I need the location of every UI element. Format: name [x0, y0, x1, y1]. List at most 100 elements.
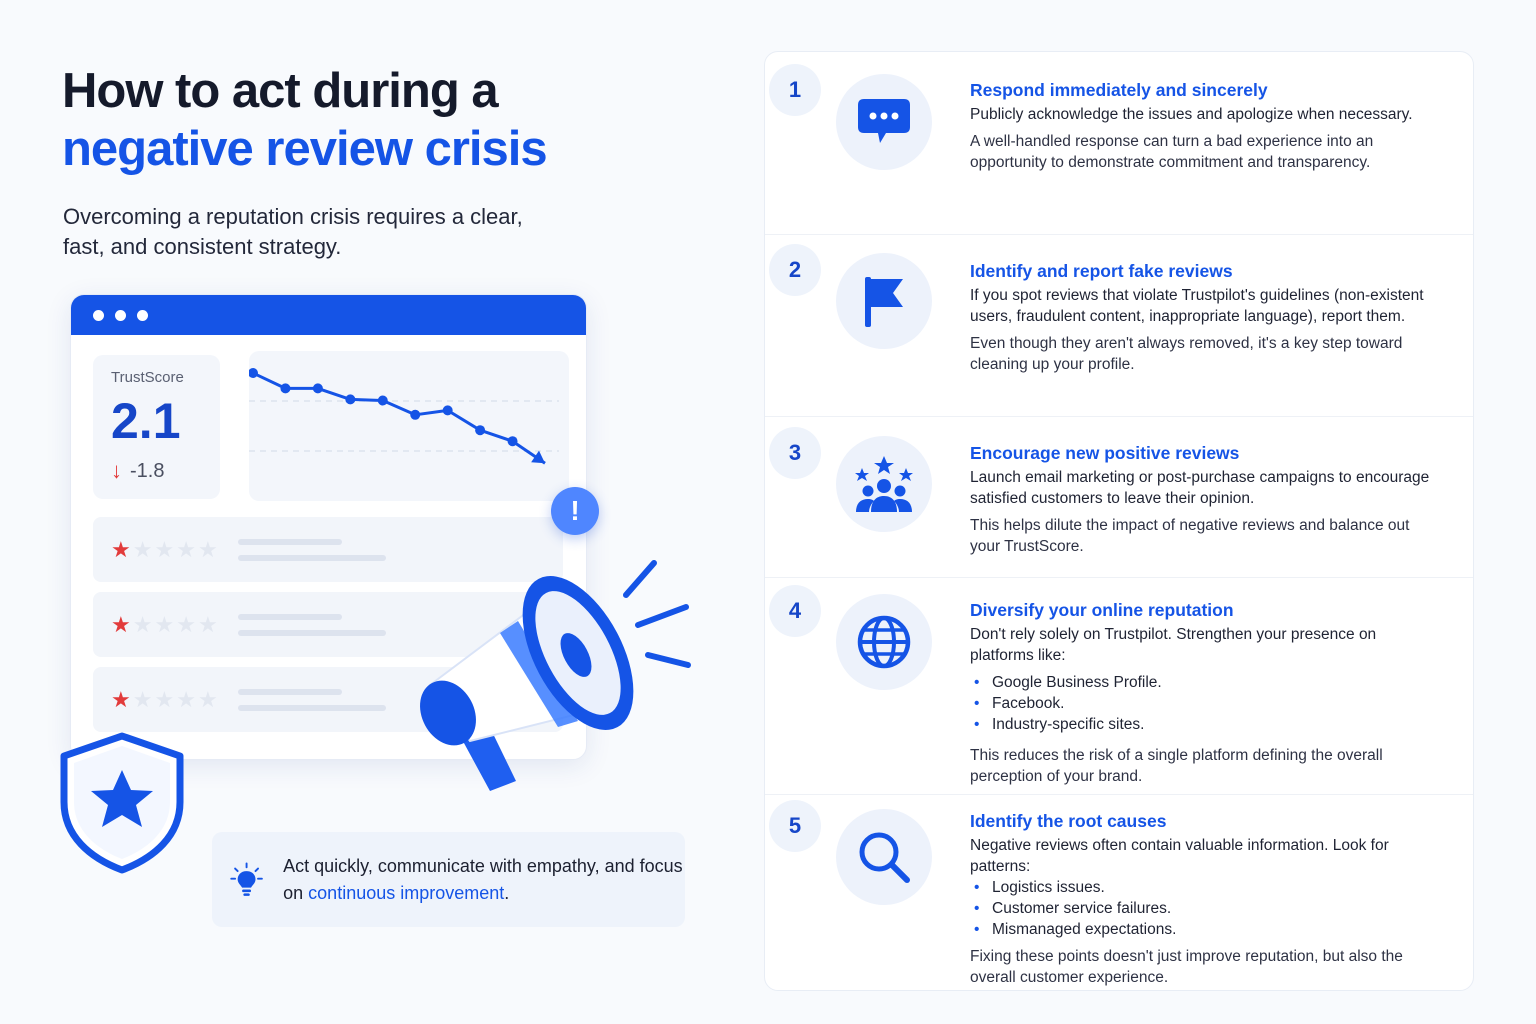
- step-bullet-list: Google Business Profile. Facebook. Indus…: [970, 672, 1430, 735]
- empty-star-icon: ★: [132, 536, 153, 562]
- globe-icon: [857, 615, 911, 669]
- trustscore-value: 2.1: [111, 393, 181, 449]
- step-bullet-list: Logistics issues. Customer service failu…: [970, 877, 1430, 940]
- steps-panel: 1 Respond immediately and sincerely Publ…: [764, 51, 1474, 991]
- tip-text-main: Act quickly, communicate with empathy, a…: [283, 855, 683, 903]
- list-item: Customer service failures.: [970, 898, 1430, 919]
- step-5: 5 Identify the root causes Negative revi…: [765, 795, 1473, 991]
- empty-star-icon: ★: [197, 686, 218, 712]
- step-content: Identify and report fake reviews If you …: [970, 260, 1430, 375]
- star-rating: ★ ★ ★ ★ ★: [111, 686, 218, 712]
- step-content: Identify the root causes Negative review…: [970, 810, 1430, 988]
- star-rating: ★ ★ ★ ★ ★: [111, 536, 218, 562]
- alert-icon: !: [551, 487, 599, 535]
- review-text-placeholder: [237, 538, 386, 561]
- trend-chart: [248, 351, 569, 501]
- flag-icon: [865, 277, 903, 327]
- trustscore-card: TrustScore 2.1 ↓ -1.8: [93, 355, 220, 499]
- step-3: 3 Encourage new positive reviews Launch …: [765, 417, 1473, 578]
- empty-star-icon: ★: [176, 686, 196, 712]
- list-item: Mismanaged expectations.: [970, 919, 1430, 940]
- browser-title-bar: [71, 295, 586, 335]
- step-number: 5: [769, 800, 821, 852]
- step-title: Identify the root causes: [970, 811, 1167, 831]
- list-item: Facebook.: [970, 693, 1430, 714]
- page-title: How to act during a negative review cris…: [62, 62, 548, 178]
- trend-arrow-head: [531, 450, 545, 464]
- tip-text-accent: continuous improvement: [308, 882, 505, 903]
- trend-point: [377, 395, 388, 406]
- down-arrow-icon: ↓: [111, 458, 122, 483]
- step-text: Publicly acknowledge the issues and apol…: [970, 106, 1413, 123]
- step-text: Don't rely solely on Trustpilot. Strengt…: [970, 626, 1377, 664]
- empty-star-icon: ★: [154, 611, 175, 637]
- trend-line: [252, 371, 546, 465]
- trend-point: [475, 425, 486, 436]
- filled-star-icon: ★: [111, 536, 131, 562]
- step-number: 2: [769, 244, 821, 296]
- megaphone-icon: [420, 560, 691, 791]
- empty-star-icon: ★: [132, 686, 153, 712]
- list-item: Logistics issues.: [970, 877, 1430, 898]
- step-content: Respond immediately and sincerely Public…: [970, 79, 1430, 173]
- list-item: Google Business Profile.: [970, 672, 1430, 693]
- step-4: 4 Diversify your online reputation Don't…: [765, 578, 1473, 795]
- review-row: ★ ★ ★ ★ ★: [93, 517, 563, 582]
- magnifier-icon: [859, 832, 910, 883]
- step-icon-circle: [836, 594, 932, 690]
- empty-star-icon: ★: [154, 536, 175, 562]
- trend-chart-svg: [248, 368, 559, 465]
- title-line-2: negative review crisis: [62, 122, 548, 176]
- step-number: 3: [769, 427, 821, 479]
- step-note: A well-handled response can turn a bad e…: [970, 133, 1374, 171]
- tip-callout: Act quickly, communicate with empathy, a…: [212, 832, 685, 927]
- step-note: Even though they aren't always removed, …: [970, 335, 1403, 373]
- step-note: This reduces the risk of a single platfo…: [970, 747, 1383, 785]
- chat-bubble-icon: [858, 99, 910, 143]
- trend-point: [442, 405, 453, 416]
- list-item: Industry-specific sites.: [970, 714, 1430, 735]
- browser-mockup: TrustScore 2.1 ↓ -1.8 ★ ★ ★ ★ ★ ★ ★ ★ ★ ★ ★ ★ ★ ★ ★: [70, 294, 587, 760]
- empty-star-icon: ★: [176, 536, 196, 562]
- subtitle: Overcoming a reputation crisis requires …: [63, 204, 523, 259]
- trend-point: [410, 409, 421, 420]
- step-icon-circle: [836, 74, 932, 170]
- window-dot: [137, 309, 148, 321]
- window-dot: [115, 309, 126, 321]
- review-text-placeholder: [237, 613, 386, 636]
- step-text: If you spot reviews that violate Trustpi…: [970, 287, 1424, 325]
- trustscore-label: TrustScore: [111, 369, 184, 386]
- trend-point: [345, 394, 356, 405]
- step-icon-circle: [836, 436, 932, 532]
- step-icon-circle: [836, 253, 932, 349]
- empty-star-icon: ★: [176, 611, 196, 637]
- empty-star-icon: ★: [154, 686, 175, 712]
- step-title: Diversify your online reputation: [970, 600, 1234, 620]
- filled-star-icon: ★: [111, 611, 131, 637]
- step-note: This helps dilute the impact of negative…: [970, 517, 1410, 555]
- filled-star-icon: ★: [111, 686, 131, 712]
- step-1: 1 Respond immediately and sincerely Publ…: [765, 52, 1473, 235]
- step-title: Respond immediately and sincerely: [970, 80, 1268, 100]
- review-text-placeholder: [237, 688, 386, 711]
- title-line-1: How to act during a: [62, 64, 499, 118]
- step-content: Encourage new positive reviews Launch em…: [970, 442, 1430, 557]
- step-content: Diversify your online reputation Don't r…: [970, 599, 1430, 787]
- people-stars-icon: [855, 456, 913, 512]
- lightbulb-icon: [230, 861, 263, 896]
- trend-point: [312, 383, 323, 394]
- step-number: 4: [769, 585, 821, 637]
- trend-point: [248, 368, 258, 378]
- step-text: Negative reviews often contain valuable …: [970, 837, 1389, 875]
- tip-text-end: .: [504, 882, 510, 903]
- trustscore-delta-value: -1.8: [130, 459, 165, 482]
- step-title: Encourage new positive reviews: [970, 443, 1240, 463]
- step-icon-circle: [836, 809, 932, 905]
- step-text: Launch email marketing or post-purchase …: [970, 469, 1430, 507]
- trustscore-delta: ↓ -1.8: [111, 458, 220, 484]
- empty-star-icon: ★: [197, 611, 218, 637]
- step-2: 2 Identify and report fake reviews If yo…: [765, 235, 1473, 417]
- trend-point: [507, 436, 518, 447]
- shield-star-icon: [60, 732, 184, 874]
- window-dot: [93, 309, 104, 321]
